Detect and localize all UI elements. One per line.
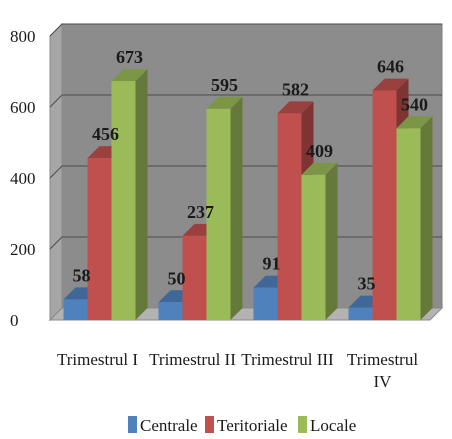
y-tick-label: 600 [10, 98, 36, 117]
data-label: 540 [401, 94, 428, 114]
data-label: 646 [377, 57, 404, 77]
data-label: 35 [358, 274, 376, 294]
bar-top [277, 101, 314, 114]
gridline [49, 94, 442, 108]
bar-side [325, 162, 338, 320]
data-labels: 58 456 673 50 237 595 91 582 409 35 646 540 [73, 47, 429, 293]
bar-top [301, 162, 338, 175]
bar-front [348, 307, 373, 320]
bar-front [253, 287, 278, 320]
bar [206, 96, 243, 321]
bar-front [63, 299, 88, 320]
bar-front [277, 113, 302, 320]
data-label: 50 [168, 268, 186, 288]
data-label: 595 [211, 75, 238, 95]
bar-front [301, 174, 326, 320]
x-category-label: Trimestrul III [241, 350, 334, 369]
bar [396, 116, 433, 320]
x-category-label: Trimestrul I [57, 350, 138, 369]
y-axis-ticks: 0 200 400 600 800 [10, 27, 36, 330]
bar-front [372, 90, 397, 320]
gridline [49, 23, 442, 37]
bar-front [87, 158, 112, 320]
bar-front [206, 108, 231, 321]
legend-label: Locale [310, 416, 356, 435]
bars [63, 69, 433, 321]
data-label: 582 [282, 79, 309, 99]
x-category-label: Trimestrul IV [347, 350, 418, 391]
y-tick-label: 400 [10, 169, 36, 188]
y-tick-label: 800 [10, 27, 36, 46]
bar-top [111, 69, 148, 82]
bar [111, 69, 148, 321]
bar-side [135, 69, 148, 321]
bar-front [111, 81, 136, 321]
legend: Centrale Teritoriale Locale [128, 416, 356, 435]
x-category-label: Trimestrul II [149, 350, 236, 369]
legend-swatch [128, 416, 137, 433]
bar-top [396, 116, 433, 129]
legend-swatch [205, 416, 214, 433]
y-tick-label: 0 [10, 311, 19, 330]
x-axis-categories: Trimestrul I Trimestrul II Trimestrul III T… [57, 350, 418, 391]
legend-label: Teritoriale [217, 416, 288, 435]
bar-front [396, 128, 421, 320]
bar-front [158, 302, 183, 320]
bar-top [372, 78, 409, 91]
data-label: 237 [187, 202, 214, 222]
data-label: 673 [116, 47, 143, 67]
data-label: 58 [73, 265, 91, 285]
legend-swatch [298, 416, 307, 433]
bar-front [182, 235, 207, 320]
bar [301, 162, 338, 320]
data-label: 409 [306, 141, 333, 161]
legend-label: Centrale [140, 416, 198, 435]
data-label: 456 [92, 124, 119, 144]
bar-top [206, 96, 243, 109]
data-label: 91 [263, 254, 281, 274]
bar-side [230, 96, 243, 321]
bar-side [420, 116, 433, 320]
y-tick-label: 200 [10, 240, 36, 259]
